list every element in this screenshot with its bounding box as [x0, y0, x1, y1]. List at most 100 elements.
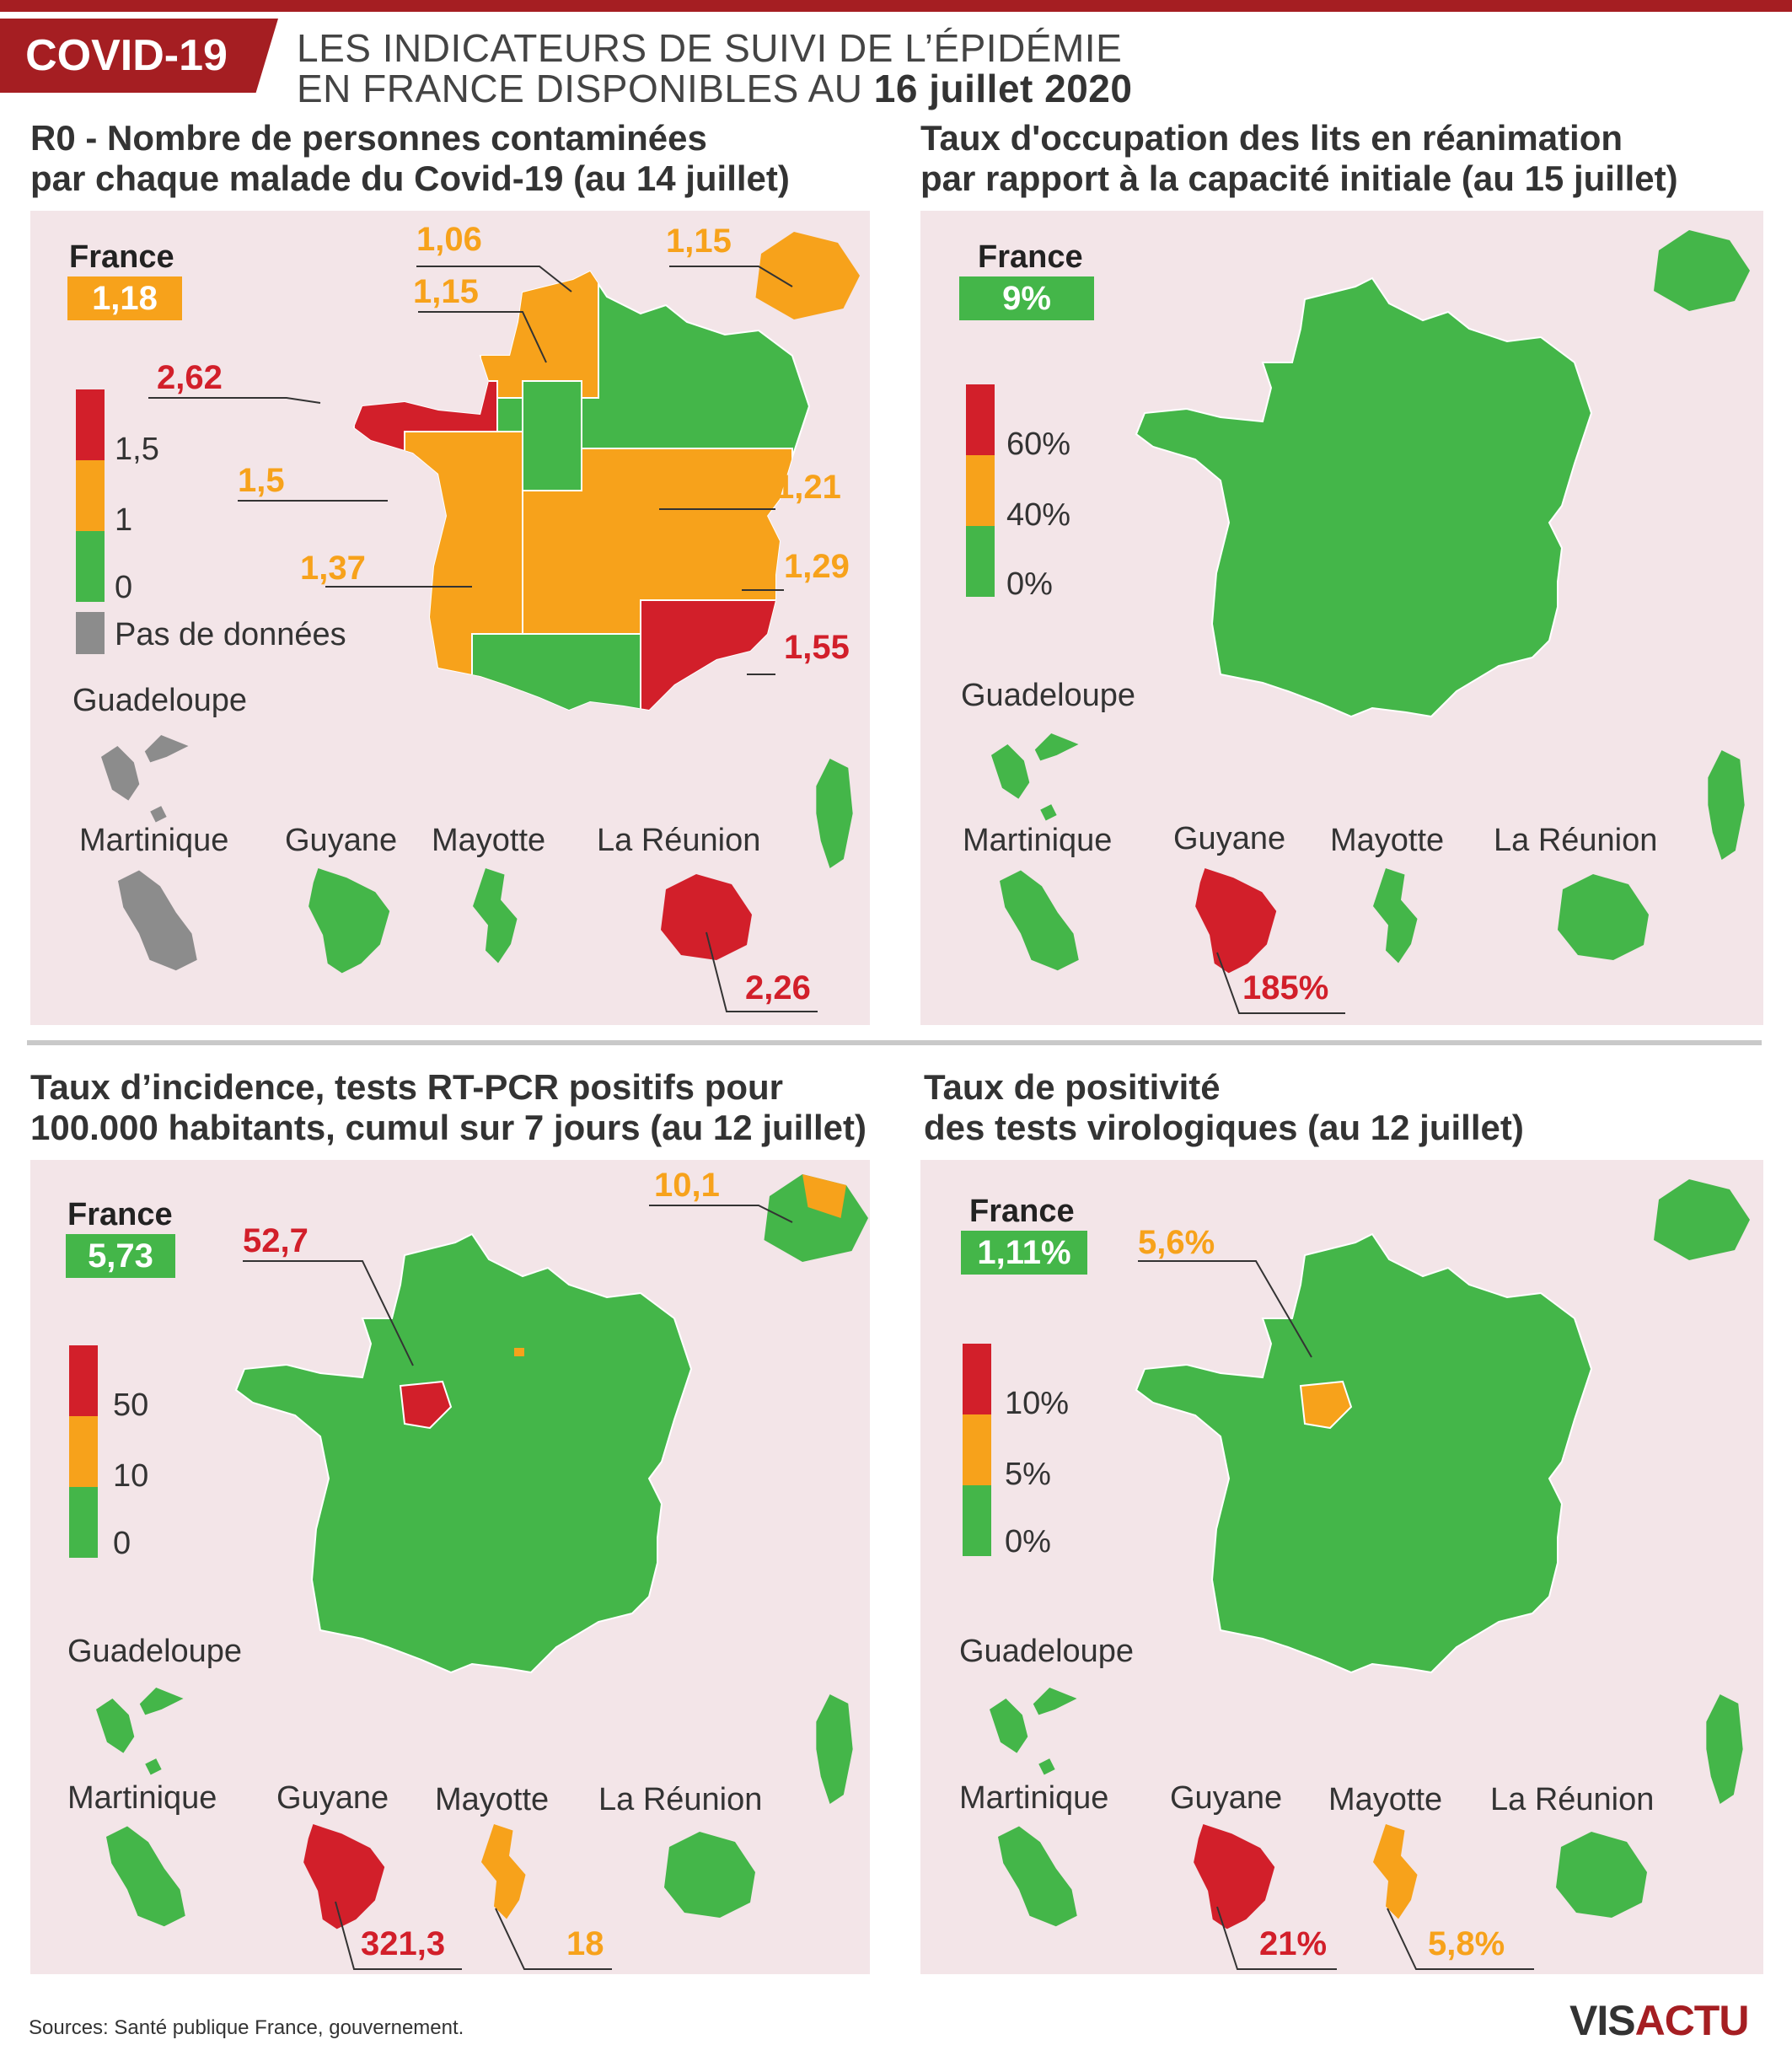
- panel1-callout-4: 2,62: [157, 359, 223, 396]
- panel3-legend-label-low: 0: [113, 1526, 131, 1561]
- panel3-label-guadeloupe: Guadeloupe: [67, 1634, 243, 1669]
- panel1-callout-7: 1,37: [300, 550, 366, 587]
- page-title-line2: EN FRANCE DISPONIBLES AU 16 juillet 2020: [297, 66, 1132, 111]
- panel1-callout-3: 1,15: [666, 223, 732, 260]
- panel4-legend-green: [963, 1485, 991, 1556]
- panel1-idf-inset: [755, 232, 860, 319]
- panel2-france-value: 9%: [959, 276, 1094, 320]
- panel1-legend-label-low: 0: [115, 570, 133, 605]
- logo-part-a: VIS: [1569, 1997, 1636, 2044]
- panel2-legend-red: [966, 384, 995, 455]
- panel1-legend-label-mid: 1: [115, 502, 133, 538]
- panel3-label-reunion: La Réunion: [598, 1782, 763, 1817]
- panel1-callout-10: 2,26: [745, 969, 811, 1006]
- panel4-legend-label-high: 10%: [1005, 1386, 1070, 1421]
- panel4-label-guadeloupe: Guadeloupe: [959, 1634, 1135, 1669]
- panel2-label-guadeloupe: Guadeloupe: [961, 678, 1136, 713]
- panel3-idf-inset: [764, 1174, 868, 1262]
- panel1-france-value: 1,18: [67, 276, 182, 320]
- panel4-idf-inset: [1654, 1179, 1750, 1260]
- panel4-legend-label-mid: 5%: [1005, 1457, 1051, 1492]
- panel2-label-guyane: Guyane: [1173, 821, 1286, 856]
- panel3-legend-orange: [69, 1416, 98, 1487]
- panel3-callout-2: 52,7: [243, 1222, 309, 1259]
- visactu-logo: VISACTU: [1569, 1996, 1750, 2045]
- panel4-france-label: France: [969, 1194, 1075, 1229]
- panel1-label-reunion: La Réunion: [597, 823, 761, 858]
- panel1-legend-red: [76, 389, 105, 460]
- panel2-legend-label-high: 60%: [1006, 427, 1071, 462]
- panel1-callout-5: 1,5: [238, 462, 285, 499]
- panel1-legend-green: [76, 531, 105, 602]
- panel3-title-line2: 100.000 habitants, cumul sur 7 jours (au…: [30, 1108, 866, 1147]
- panel4-france-value: 1,11%: [961, 1231, 1087, 1275]
- page-title-line1: LES INDICATEURS DE SUIVI DE L’ÉPIDÉMIE: [297, 26, 1123, 70]
- panel1-callout-6: 1,21: [775, 469, 841, 506]
- panel1-france-map: [353, 271, 810, 711]
- logo-part-b: ACTU: [1634, 1997, 1750, 2044]
- panel2-france-label: France: [978, 239, 1083, 275]
- panel2-idf-inset: [1654, 230, 1750, 311]
- panel4-label-martinique: Martinique: [959, 1780, 1109, 1816]
- panel3-callout-4: 18: [566, 1925, 604, 1962]
- panel1-legend-grey: [76, 612, 105, 654]
- panel1-legend-orange: [76, 460, 105, 531]
- title-prefix: EN FRANCE DISPONIBLES AU: [297, 67, 874, 110]
- panel3-legend-label-mid: 10: [113, 1458, 149, 1494]
- panel3-label-martinique: Martinique: [67, 1780, 217, 1816]
- panel3-legend-green: [69, 1487, 98, 1558]
- panel1-callout-1: 1,06: [416, 221, 482, 258]
- panel2-label-mayotte: Mayotte: [1330, 823, 1445, 858]
- panel3-label-mayotte: Mayotte: [435, 1782, 550, 1817]
- panel3-title-line1: Taux d’incidence, tests RT-PCR positifs …: [30, 1067, 784, 1107]
- panel4-france-map: [1135, 1233, 1592, 1673]
- panel2-legend-green: [966, 526, 995, 597]
- panel3-legend-label-high: 50: [113, 1387, 149, 1423]
- panel4-callout-2: 21%: [1259, 1925, 1328, 1962]
- panel2-legend-label-low: 0%: [1006, 566, 1053, 602]
- panel3-label-guyane: Guyane: [276, 1780, 389, 1816]
- covid-badge: COVID-19: [0, 19, 278, 93]
- panel4-label-reunion: La Réunion: [1490, 1782, 1655, 1817]
- panel4-label-guyane: Guyane: [1170, 1780, 1283, 1816]
- panel1-legend-label-high: 1,5: [115, 432, 159, 467]
- panel3-callout-1: 10,1: [654, 1167, 720, 1204]
- panel4-legend-label-low: 0%: [1005, 1524, 1051, 1559]
- panel4-label-mayotte: Mayotte: [1328, 1782, 1443, 1817]
- section-divider: [27, 1040, 1762, 1045]
- panel1-callout-8: 1,29: [784, 548, 850, 585]
- panel4-legend-orange: [963, 1414, 991, 1485]
- panel2-label-reunion: La Réunion: [1494, 823, 1658, 858]
- header-bar: [0, 0, 1792, 12]
- panel3-france-label: France: [67, 1197, 173, 1232]
- panel2-title-line2: par rapport à la capacité initiale (au 1…: [920, 158, 1678, 198]
- panel1-title-line1: R0 - Nombre de personnes contaminées: [30, 118, 707, 158]
- panel1-label-martinique: Martinique: [79, 823, 229, 858]
- panel1-callout-2: 1,15: [413, 273, 479, 310]
- panel4-callout-3: 5,8%: [1428, 1925, 1505, 1962]
- panel2-callout-1: 185%: [1242, 969, 1329, 1006]
- panel1-legend-no-data: Pas de données: [115, 617, 346, 652]
- panel3-callout-3: 321,3: [361, 1925, 446, 1962]
- panel1-label-mayotte: Mayotte: [432, 823, 546, 858]
- panel1-title-line2: par chaque malade du Covid-19 (au 14 jui…: [30, 158, 790, 198]
- panel1-france-label: France: [69, 239, 174, 275]
- panel3-legend-red: [69, 1345, 98, 1416]
- panel1-label-guyane: Guyane: [285, 823, 398, 858]
- title-date: 16 juillet 2020: [873, 67, 1133, 110]
- panel3-france-map: [235, 1233, 692, 1673]
- panel4-callout-1: 5,6%: [1138, 1224, 1215, 1261]
- panel2-title-line1: Taux d'occupation des lits en réanimatio…: [920, 118, 1623, 158]
- sources-note: Sources: Santé publique France, gouverne…: [29, 2016, 464, 2039]
- panel4-title-line1: Taux de positivité: [924, 1067, 1221, 1107]
- panel2-legend-label-mid: 40%: [1006, 497, 1071, 533]
- panel3-france-value: 5,73: [66, 1234, 175, 1278]
- panel1-label-guadeloupe: Guadeloupe: [72, 683, 248, 718]
- panel4-title-line2: des tests virologiques (au 12 juillet): [924, 1108, 1524, 1147]
- panel2-label-martinique: Martinique: [963, 823, 1113, 858]
- panel1-callout-9: 1,55: [784, 629, 850, 666]
